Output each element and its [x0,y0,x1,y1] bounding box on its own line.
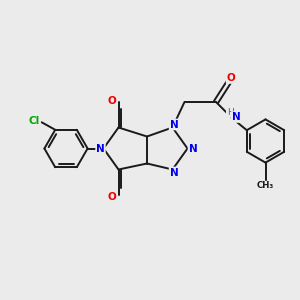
Text: O: O [226,73,236,83]
Text: N: N [169,119,178,130]
Text: N: N [232,112,241,122]
Text: N: N [169,167,178,178]
Text: H: H [227,108,233,117]
Text: N: N [188,143,197,154]
Text: O: O [107,95,116,106]
Text: CH₃: CH₃ [257,182,274,190]
Text: Cl: Cl [28,116,40,126]
Text: N: N [96,143,105,154]
Text: O: O [107,191,116,202]
